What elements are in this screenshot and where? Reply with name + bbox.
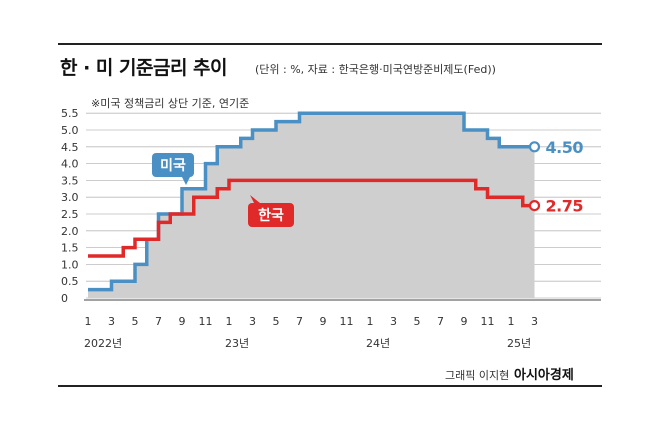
chart-title: 한 · 미 기준금리 추이 (60, 57, 228, 79)
x-tick-label: 7 (296, 315, 303, 328)
x-tick-label: 11 (199, 315, 213, 328)
y-tick-label: 0.5 (61, 275, 79, 288)
y-tick-label: 4.0 (61, 158, 79, 171)
x-axis-ticks: 1 3 5 7 9 11 1 3 5 7 9 11 1 3 5 7 9 11 1 3 (85, 315, 539, 328)
year-label: 24년 (366, 337, 390, 350)
top-rule (58, 43, 602, 45)
us-end-value: 4.50 (546, 138, 584, 157)
chart-subtitle: (단위 : %, 자료 : 한국은행·미국연방준비제도(Fed)) (255, 63, 496, 76)
x-tick-label: 9 (320, 315, 327, 328)
korea-label-box (248, 203, 294, 227)
x-tick-label: 1 (85, 315, 92, 328)
y-tick-label: 0 (61, 292, 68, 305)
y-tick-label: 3.0 (61, 191, 79, 204)
korea-label-pointer (250, 195, 260, 203)
y-tick-label: 5.5 (61, 107, 79, 120)
y-tick-label: 2.5 (61, 208, 79, 221)
us-label-box (152, 153, 194, 177)
korea-end-marker (528, 200, 541, 212)
korea-series-label: 한국 (258, 208, 284, 224)
x-tick-label: 5 (273, 315, 280, 328)
x-tick-label: 9 (179, 315, 186, 328)
us-series-label: 미국 (160, 158, 186, 174)
x-tick-label: 1 (508, 315, 515, 328)
brand-logo-text: 아시아경제 (514, 368, 574, 383)
x-tick-label: 9 (461, 315, 468, 328)
x-tick-label: 11 (481, 315, 495, 328)
x-tick-label: 5 (132, 315, 139, 328)
x-tick-label: 7 (437, 315, 444, 328)
us-end-marker (528, 141, 541, 153)
x-tick-label: 1 (226, 315, 233, 328)
x-tick-label: 11 (340, 315, 354, 328)
x-tick-label: 3 (108, 315, 115, 328)
year-label: 2022년 (84, 337, 122, 350)
x-tick-label: 1 (367, 315, 374, 328)
y-axis-ticks: 0 0.5 1.0 1.5 2.0 2.5 3.0 3.5 4.0 4.5 5.0 5.5 (61, 107, 79, 305)
year-labels: 2022년 23년 24년 25년 (84, 337, 531, 350)
x-tick-label: 5 (414, 315, 421, 328)
y-tick-label: 4.5 (61, 141, 79, 154)
year-label: 23년 (225, 337, 249, 350)
korea-series-line (88, 178, 535, 258)
y-tick-label: 2.0 (61, 225, 79, 238)
us-label-pointer (182, 177, 190, 185)
year-label: 25년 (507, 337, 531, 350)
y-tick-label: 5.0 (61, 124, 79, 137)
x-tick-label: 3 (531, 315, 538, 328)
bottom-rule (58, 385, 602, 387)
graphic-credit: 그래픽 이지현 (445, 369, 510, 382)
korea-end-value: 2.75 (546, 197, 584, 216)
y-tick-label: 1.5 (61, 242, 79, 255)
y-tick-label: 1.0 (61, 258, 79, 271)
x-tick-label: 7 (155, 315, 162, 328)
chart-note: ※미국 정책금리 상단 기준, 연기준 (91, 97, 249, 110)
us-area-fill (88, 113, 535, 298)
y-tick-label: 3.5 (61, 174, 79, 187)
end-markers: 4.50 2.75 (528, 138, 584, 216)
x-tick-label: 3 (390, 315, 397, 328)
x-tick-label: 3 (249, 315, 256, 328)
